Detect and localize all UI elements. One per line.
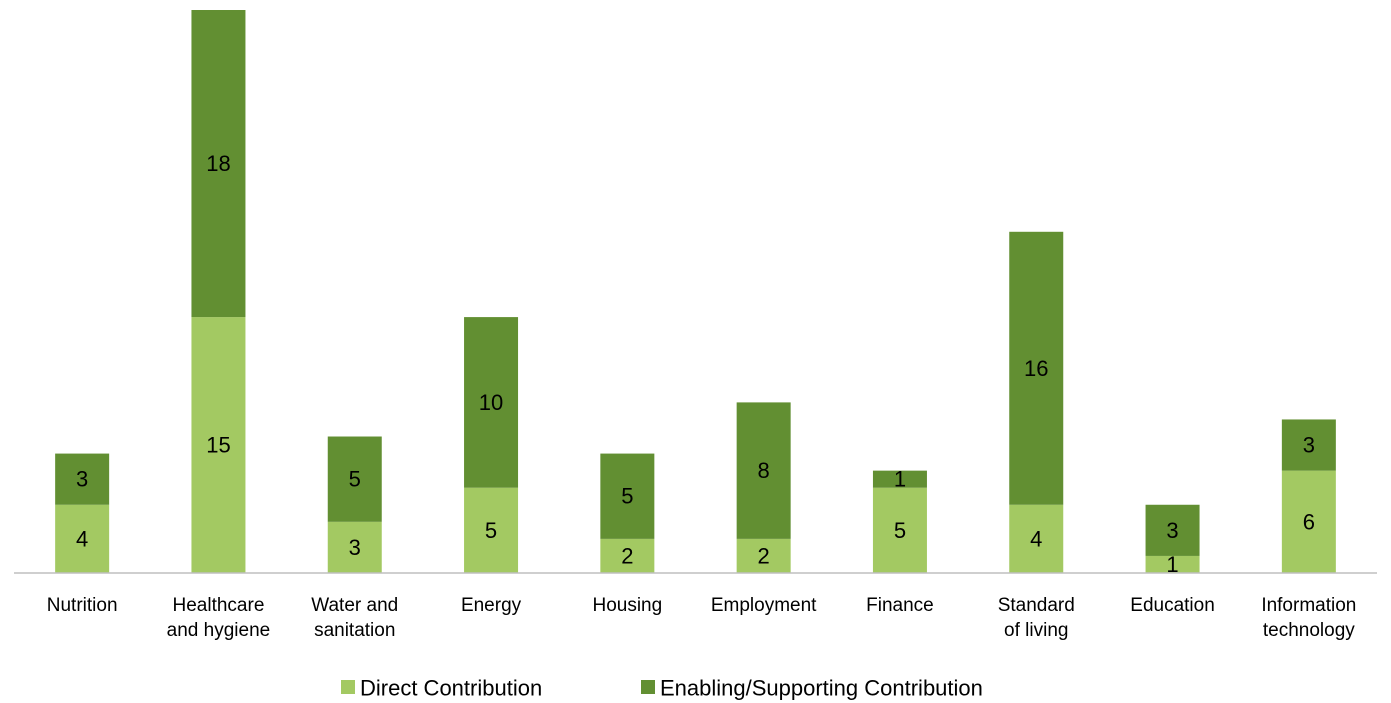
bar-enabling-5 xyxy=(736,402,791,539)
bar-enabling-8 xyxy=(1145,504,1200,556)
bar-direct-1 xyxy=(191,317,246,573)
data-label-enabling-5: 8 xyxy=(758,458,770,483)
legend-item-enabling-swatch xyxy=(641,680,655,694)
bar-direct-5 xyxy=(736,538,791,573)
data-label-direct-5: 2 xyxy=(758,543,770,568)
category-label-0: Nutrition xyxy=(47,595,118,616)
bar-direct-4 xyxy=(600,538,655,573)
category-tick-labels: Nutrition Healthcare and hygiene Water and s… xyxy=(47,595,1357,641)
bar-direct-3 xyxy=(464,487,519,573)
bars-layer xyxy=(55,10,1336,573)
category-label-4: Housing xyxy=(592,595,662,616)
legend: Direct Contribution Enabling/Supporting C… xyxy=(341,676,983,701)
bar-enabling-2 xyxy=(327,436,382,522)
bar-enabling-7 xyxy=(1009,231,1064,505)
data-label-enabling-0: 3 xyxy=(76,467,88,492)
category-label-3: Energy xyxy=(461,595,522,616)
data-label-direct-0: 4 xyxy=(76,526,88,551)
category-label-5: Employment xyxy=(711,595,817,616)
bar-enabling-1 xyxy=(191,10,246,318)
category-label-9: Information technology xyxy=(1261,595,1356,641)
data-label-direct-9: 6 xyxy=(1303,509,1315,534)
category-label-6: Finance xyxy=(866,595,934,616)
data-label-direct-1: 15 xyxy=(206,433,230,458)
bar-enabling-0 xyxy=(55,453,110,505)
bar-direct-7 xyxy=(1009,504,1064,573)
data-label-enabling-6: 1 xyxy=(894,467,906,492)
legend-item-direct-label: Direct Contribution xyxy=(360,676,542,701)
data-label-direct-8: 1 xyxy=(1166,552,1178,577)
category-label-2: Water and sanitation xyxy=(311,595,398,641)
bar-enabling-3 xyxy=(464,317,519,488)
data-label-direct-7: 4 xyxy=(1030,526,1042,551)
bar-direct-8 xyxy=(1145,555,1200,573)
bar-direct-2 xyxy=(327,521,382,573)
data-label-enabling-1: 18 xyxy=(206,151,230,176)
legend-item-enabling-label: Enabling/Supporting Contribution xyxy=(660,676,983,701)
data-label-direct-2: 3 xyxy=(349,535,361,560)
data-label-direct-3: 5 xyxy=(485,518,497,543)
data-label-direct-6: 5 xyxy=(894,518,906,543)
data-label-enabling-2: 5 xyxy=(349,467,361,492)
bar-direct-6 xyxy=(872,487,927,573)
data-label-direct-4: 2 xyxy=(621,543,633,568)
bar-enabling-4 xyxy=(600,453,655,539)
data-labels-layer: 4 3 15 18 3 5 5 10 2 5 2 8 5 1 4 16 1 3 6 3 xyxy=(76,151,1315,577)
data-label-enabling-9: 3 xyxy=(1303,433,1315,458)
category-label-8: Education xyxy=(1130,595,1215,616)
data-label-enabling-8: 3 xyxy=(1166,518,1178,543)
category-label-7: Standard of living xyxy=(998,595,1075,641)
bar-direct-0 xyxy=(55,504,110,573)
bar-enabling-6 xyxy=(872,470,927,488)
data-label-enabling-7: 16 xyxy=(1024,356,1048,381)
bar-direct-9 xyxy=(1281,470,1336,573)
category-label-1: Healthcare and hygiene xyxy=(167,595,271,641)
data-label-enabling-3: 10 xyxy=(479,390,503,415)
legend-item-direct-swatch xyxy=(341,680,355,694)
bar-enabling-9 xyxy=(1281,419,1336,471)
data-label-enabling-4: 5 xyxy=(621,484,633,509)
